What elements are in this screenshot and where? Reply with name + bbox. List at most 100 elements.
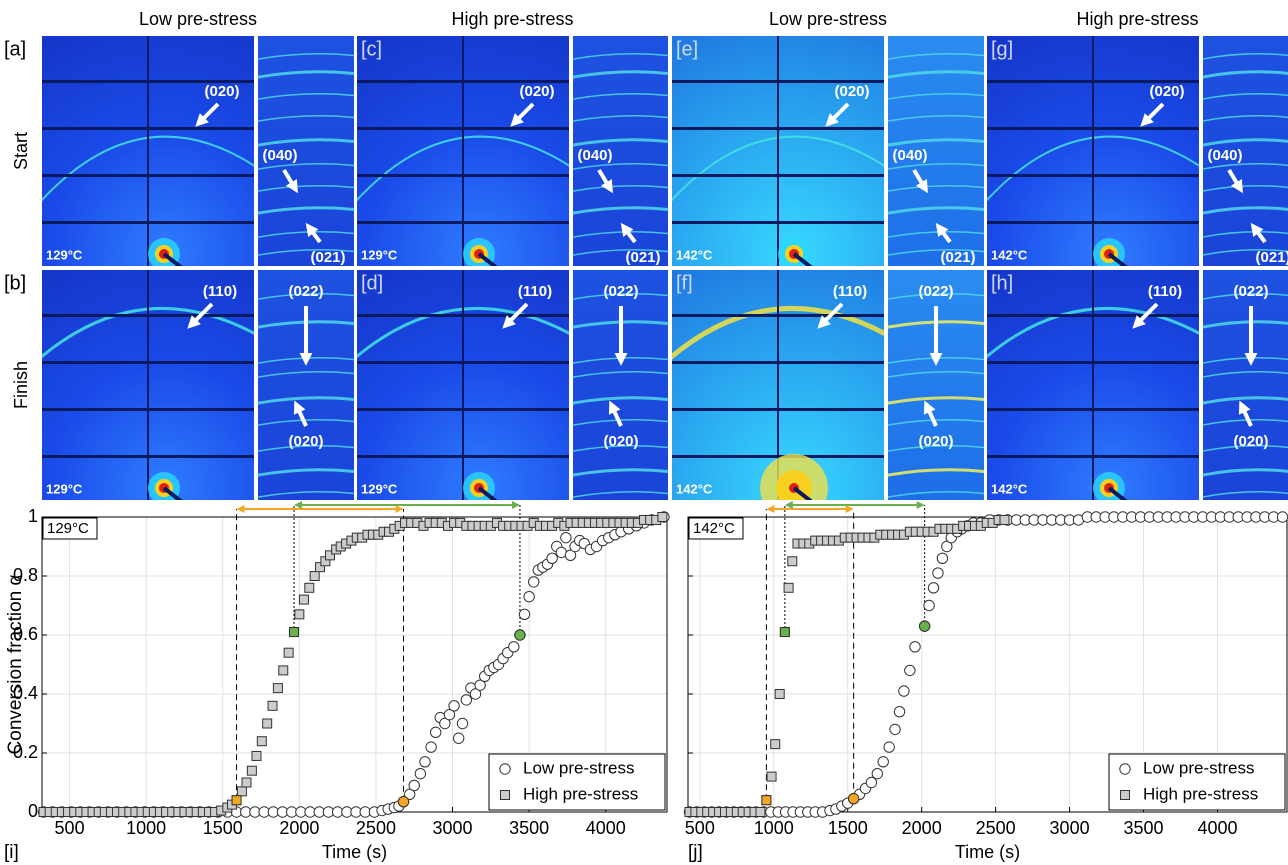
data-point [294, 609, 305, 620]
x-tick-label: 1000 [126, 818, 166, 838]
highlight-point [397, 795, 410, 808]
data-point [460, 694, 473, 706]
detail-ring [258, 445, 354, 452]
beam-stop [477, 486, 498, 500]
reflection-label: (020) [204, 83, 239, 100]
reflection-label: (020) [519, 83, 554, 100]
x-tick-label: 2500 [356, 818, 396, 838]
beam-stop [792, 252, 813, 266]
data-point [941, 540, 953, 553]
data-point [871, 767, 884, 780]
diffraction-ring [987, 135, 1199, 202]
x-tick-label: 3000 [433, 818, 473, 838]
detail-ring [888, 445, 984, 452]
data-point [770, 739, 781, 750]
data-point [452, 732, 465, 744]
reflection-arrow [1250, 222, 1267, 244]
reflection-arrow [1132, 302, 1159, 329]
data-point [883, 741, 895, 753]
image-background [573, 270, 668, 500]
legend-label: High pre-stress [1143, 784, 1258, 803]
data-point [766, 771, 777, 782]
data-point [755, 807, 766, 817]
detail-ring [573, 70, 668, 79]
detail-ring [888, 53, 984, 60]
diffraction-detail [573, 270, 668, 500]
reflection-arrow [825, 102, 850, 127]
arrow-head [784, 501, 793, 509]
arrow-head [236, 505, 245, 513]
diffraction-image [672, 36, 884, 266]
reflection-label: (020) [288, 433, 323, 450]
detail-ring [573, 138, 668, 147]
legend-marker [499, 763, 511, 775]
x-axis-title: Time (s) [322, 842, 387, 862]
data-point [272, 683, 283, 694]
detail-ring [258, 396, 354, 405]
data-point [999, 514, 1010, 525]
detector-gap [777, 36, 779, 266]
detail-ring [1203, 371, 1288, 378]
temperature-label: 129°C [46, 481, 83, 496]
data-point [439, 717, 451, 730]
detector-gap [462, 36, 464, 266]
detail-ring [573, 115, 668, 122]
detail-ring [258, 185, 354, 192]
detail-ring [1203, 93, 1288, 100]
arrow-head [766, 505, 775, 513]
detail-ring [1203, 185, 1288, 192]
x-tick-label: 1500 [828, 818, 868, 838]
x-tick-label: 3500 [1124, 818, 1164, 838]
detail-ring [1203, 293, 1288, 300]
data-point [528, 576, 540, 588]
panel-label: [j] [688, 842, 703, 863]
legend-label: Low pre-stress [523, 758, 634, 777]
reflection-label: (020) [1149, 83, 1184, 100]
reflection-arrow [502, 302, 529, 329]
x-tick-label: 2500 [976, 818, 1016, 838]
detail-ring [573, 206, 668, 215]
detail-ring [573, 419, 668, 426]
detail-ring [258, 70, 354, 79]
data-point [518, 608, 531, 621]
column-header: High pre-stress [451, 9, 573, 29]
data-point [893, 706, 906, 718]
detail-ring [1203, 115, 1288, 122]
reflection-arrow [195, 102, 220, 127]
reflection-arrow [187, 302, 214, 329]
reflection-label: (110) [1148, 283, 1182, 300]
data-point [523, 590, 535, 603]
x-tick-label: 500 [685, 818, 715, 838]
x-tick-label: 4000 [586, 818, 626, 838]
detail-ring [573, 371, 668, 378]
diffraction-detail [1203, 36, 1288, 266]
detail-ring [888, 70, 984, 79]
data-point [787, 556, 798, 567]
x-tick-label: 1000 [754, 818, 794, 838]
beam-stop [1107, 252, 1128, 266]
detail-ring [1203, 163, 1288, 170]
data-point [936, 552, 949, 564]
highlight-point [847, 793, 860, 805]
column-header: High pre-stress [1076, 9, 1198, 29]
y-tick-label: 0.6 [13, 624, 38, 644]
image-background [258, 270, 354, 500]
reflection-label: (040) [1207, 147, 1242, 164]
highlight-point [761, 795, 772, 806]
temperature-label: 142°C [991, 247, 1028, 262]
reflection-label: (040) [577, 147, 612, 164]
diffraction-detail [888, 270, 984, 500]
detector-gap [777, 270, 779, 500]
detail-ring [1203, 468, 1288, 477]
diffraction-ring [42, 307, 254, 359]
data-point [419, 756, 431, 768]
reflection-arrow [1238, 400, 1253, 427]
data-point [267, 700, 278, 711]
data-point [923, 599, 935, 612]
detector-gap [1092, 36, 1094, 266]
x-tick-label: 500 [55, 818, 85, 838]
data-point [898, 685, 910, 697]
detail-ring [258, 249, 354, 256]
diffraction-ring [42, 135, 254, 202]
reflection-arrow [817, 302, 844, 329]
